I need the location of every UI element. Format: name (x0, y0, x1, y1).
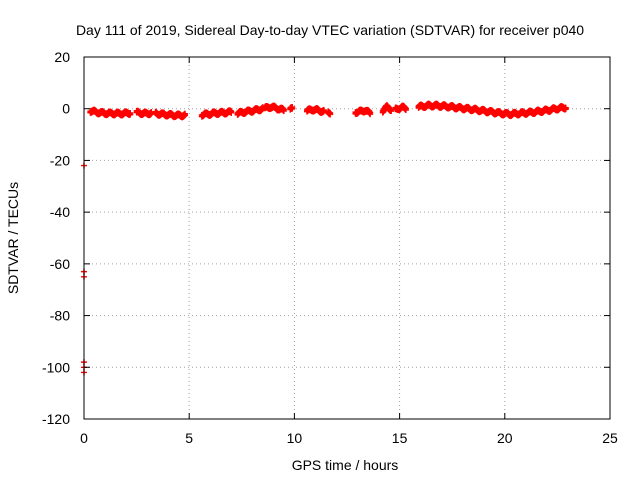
x-axis-ticks: 0 5 10 15 20 25 (80, 57, 618, 446)
data-point-marker (367, 111, 374, 118)
data-points (81, 100, 569, 376)
data-point-marker (402, 107, 409, 114)
x-tick-label: 15 (392, 430, 408, 446)
data-point-marker (280, 108, 287, 115)
y-tick-label: -20 (50, 152, 70, 168)
x-tick-label: 25 (602, 430, 618, 446)
data-point-marker (228, 109, 235, 116)
y-tick-label: 20 (54, 49, 70, 65)
x-tick-label: 10 (287, 430, 303, 446)
y-tick-label: -80 (50, 308, 70, 324)
y-tick-label: -60 (50, 256, 70, 272)
x-axis-label: GPS time / hours (292, 457, 399, 473)
data-point-marker (388, 108, 395, 115)
y-tick-label: -120 (42, 411, 70, 427)
y-axis-label: SDTVAR / TECUs (5, 182, 21, 294)
x-tick-label: 5 (185, 430, 193, 446)
x-tick-label: 0 (80, 430, 88, 446)
y-tick-label: 0 (62, 101, 70, 117)
y-tick-label: -40 (50, 204, 70, 220)
data-point-marker (562, 106, 569, 113)
plot-area-frame (83, 56, 611, 420)
data-point-marker (289, 105, 296, 112)
y-tick-label: -100 (42, 359, 70, 375)
chart-title: Day 111 of 2019, Sidereal Day-to-day VTE… (76, 22, 584, 38)
x-tick-label: 20 (497, 430, 513, 446)
y-axis-ticks: 20 0 -20 -40 -60 -80 -100 -120 (42, 49, 610, 427)
data-point-marker (181, 112, 188, 119)
data-point-marker (127, 111, 134, 118)
data-point-marker (327, 111, 334, 118)
